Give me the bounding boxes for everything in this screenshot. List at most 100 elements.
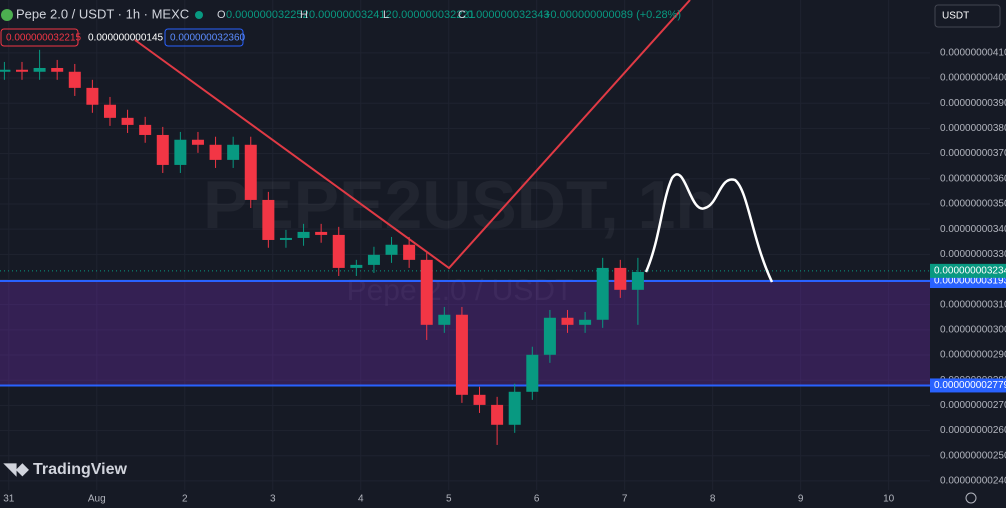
candle-body (403, 244, 416, 260)
y-tick-label: 0.0000000031000 (940, 299, 1006, 310)
ohlc-value: 0.000000032343 (467, 9, 550, 21)
y-tick-label: 0.0000000040000 (940, 73, 1006, 84)
x-tick-label: 10 (883, 494, 895, 505)
candle-body (0, 69, 11, 72)
candle-body (174, 139, 187, 165)
candle-body (614, 267, 627, 290)
candle-body (121, 117, 134, 125)
y-tick-label: 0.0000000027000 (940, 400, 1006, 411)
y-tick-label: 0.0000000034000 (940, 224, 1006, 235)
price-tag-label: 0.0000000032343 (934, 266, 1006, 277)
candle-body (526, 354, 539, 392)
candle-body (455, 314, 468, 395)
y-tick-label: 0.0000000033000 (940, 249, 1006, 260)
x-tick-label: 2 (182, 494, 188, 505)
price-tag (930, 378, 1006, 393)
ohlc-value: 0.000000032221 (392, 9, 475, 21)
trend-drawing (134, 0, 691, 270)
price-tag-label: 0.0000000031939 (934, 276, 1006, 287)
x-tick-label: 5 (446, 494, 452, 505)
candle-body (420, 259, 433, 325)
currency[interactable]: USDT (942, 11, 969, 22)
candle-body (596, 267, 609, 320)
candle-body (579, 319, 592, 325)
candle-body (473, 394, 486, 405)
ohlc-key: C (458, 9, 466, 21)
price-tag-label: 0.0000000027792 (934, 380, 1006, 391)
x-tick-label: 31 (3, 494, 15, 505)
sell-box[interactable] (0, 28, 79, 47)
candle-body (244, 144, 257, 200)
y-tick-label: 0.0000000029000 (940, 350, 1006, 361)
price-tag (930, 263, 1006, 278)
buy-box[interactable] (164, 28, 244, 47)
candle-body (367, 254, 380, 265)
candle-body (385, 244, 398, 255)
spread: 0.000000000145 (88, 33, 164, 44)
y-tick-label: 0.0000000038000 (940, 123, 1006, 134)
candle-body (631, 271, 644, 290)
status-dot (195, 11, 203, 19)
candle-body (543, 317, 556, 355)
ohlc-key: O (217, 9, 226, 21)
sell-price[interactable]: 0.000000032215 (6, 33, 82, 44)
ohlc-key: H (300, 9, 308, 21)
candle-body (33, 67, 46, 72)
candle-body (297, 231, 310, 238)
logo-mark: ◥◆ (3, 461, 29, 478)
candle-body (262, 199, 275, 240)
x-tick-label: 6 (534, 494, 540, 505)
ohlc-value: 0.000000032412 (309, 9, 392, 21)
candles (0, 49, 644, 445)
x-tick-label: Aug (88, 494, 106, 505)
watermark-name: Pepe 2.0 / USDT (347, 274, 574, 307)
candle-body (139, 124, 152, 135)
x-tick-label: 7 (622, 494, 628, 505)
y-tick-label: 0.0000000030000 (940, 324, 1006, 335)
settings-icon[interactable] (965, 492, 977, 504)
candle-body (279, 237, 292, 240)
change: +0.000000000089 (+0.28%) (544, 9, 681, 21)
price-axis (930, 0, 1006, 490)
y-tick-label: 0.0000000035000 (940, 199, 1006, 210)
x-tick-label: 8 (710, 494, 716, 505)
y-tick-label: 0.0000000041000 (940, 48, 1006, 59)
candle-body (350, 264, 363, 268)
candle-body (332, 234, 345, 268)
y-tick-label: 0.0000000025000 (940, 450, 1006, 461)
price-line-labels: 0.0000000031939 0.0000000027792 0.00000000… (930, 263, 1006, 393)
brand[interactable]: TradingView (33, 461, 128, 478)
candle-body (156, 134, 169, 165)
candle-body (209, 144, 222, 160)
candle-body (103, 104, 116, 118)
candle-body (315, 231, 328, 235)
candle-body (508, 391, 521, 425)
candle-body (191, 139, 204, 145)
x-tick-label: 3 (270, 494, 276, 505)
candle-body (68, 71, 81, 88)
y-tick-label: 0.0000000024000 (940, 476, 1006, 487)
x-tick-label: 9 (798, 494, 804, 505)
ohlc-value: 0.000000032252 (226, 9, 309, 21)
buy-price[interactable]: 0.000000032360 (170, 33, 246, 44)
y-tick-label: 0.0000000036000 (940, 173, 1006, 184)
currency-button[interactable] (934, 4, 1001, 28)
symbol[interactable]: Pepe 2.0 / USDT · 1h · MEXC (16, 6, 189, 21)
candle-body (86, 87, 99, 105)
symbol-icon (1, 9, 13, 21)
y-tick-label: 0.0000000026000 (940, 425, 1006, 436)
candle-body (51, 67, 64, 72)
candle-body (15, 69, 28, 72)
y-tick-label: 0.0000000039000 (940, 98, 1006, 109)
candle-body (561, 317, 574, 325)
x-tick-label: 4 (358, 494, 364, 505)
grid (0, 0, 930, 490)
candle-body (438, 314, 451, 325)
candle-body (491, 404, 504, 425)
y-tick-label: 0.0000000037000 (940, 148, 1006, 159)
pattern-drawing (644, 173, 774, 283)
candle-body (227, 144, 240, 160)
